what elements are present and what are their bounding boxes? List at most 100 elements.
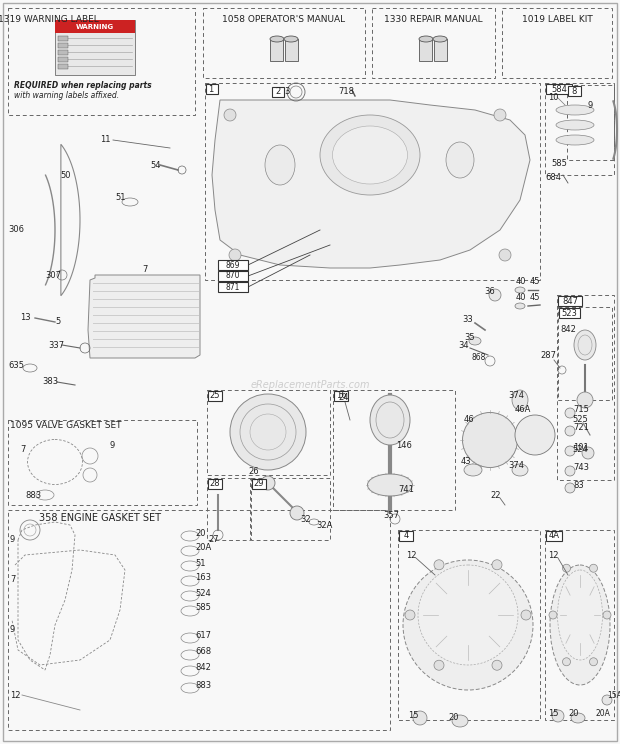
Bar (58, 50, 68, 55)
Text: 357: 357 (383, 512, 399, 521)
Polygon shape (212, 100, 530, 268)
Bar (545, 83, 614, 175)
Ellipse shape (515, 415, 555, 455)
Circle shape (565, 426, 575, 436)
Circle shape (562, 564, 570, 572)
Text: 842: 842 (195, 664, 211, 673)
Circle shape (565, 408, 575, 418)
Text: 847: 847 (562, 297, 578, 306)
Text: 36: 36 (484, 287, 495, 297)
Circle shape (229, 249, 241, 261)
Text: 668: 668 (195, 647, 211, 656)
Text: 715: 715 (573, 405, 589, 414)
Text: 45: 45 (530, 278, 541, 286)
Circle shape (603, 611, 611, 619)
Ellipse shape (284, 36, 298, 42)
Ellipse shape (463, 412, 518, 467)
Ellipse shape (265, 145, 295, 185)
Text: 46A: 46A (515, 405, 531, 414)
Bar (208, 391, 222, 401)
Bar (251, 478, 330, 540)
Text: 35: 35 (464, 333, 475, 342)
Text: 871: 871 (226, 283, 240, 292)
Circle shape (434, 559, 444, 570)
Ellipse shape (452, 715, 468, 727)
Text: 287: 287 (540, 350, 556, 359)
Bar (558, 307, 612, 400)
Ellipse shape (550, 565, 610, 685)
Bar (398, 530, 540, 720)
Ellipse shape (320, 115, 420, 195)
Text: 9: 9 (110, 440, 115, 449)
Ellipse shape (556, 120, 594, 130)
Text: 4: 4 (404, 531, 409, 540)
Ellipse shape (515, 287, 525, 293)
Bar (568, 86, 581, 96)
Bar (434, 39, 447, 61)
Text: 16: 16 (335, 391, 347, 400)
Text: 525: 525 (572, 415, 588, 425)
Text: 3: 3 (284, 88, 290, 97)
Ellipse shape (464, 464, 482, 476)
Text: 617: 617 (195, 630, 211, 640)
Circle shape (434, 660, 444, 670)
Text: 1: 1 (208, 85, 214, 94)
Text: 20: 20 (568, 708, 578, 717)
Bar (399, 531, 413, 541)
Circle shape (590, 564, 598, 572)
Text: 869: 869 (226, 260, 241, 269)
Text: 7: 7 (20, 446, 25, 455)
Bar (557, 295, 614, 480)
Bar (58, 36, 68, 41)
Circle shape (565, 446, 575, 456)
Text: 25: 25 (210, 391, 220, 400)
Ellipse shape (469, 337, 481, 345)
Bar (55, 20, 135, 75)
Ellipse shape (418, 565, 518, 665)
Bar (567, 85, 614, 160)
Text: 43: 43 (461, 458, 472, 466)
Circle shape (562, 658, 570, 666)
Ellipse shape (574, 330, 596, 360)
Text: 15A: 15A (607, 691, 620, 701)
Bar (252, 479, 266, 489)
Ellipse shape (419, 36, 433, 42)
Text: 33: 33 (462, 315, 472, 324)
Bar (502, 8, 612, 78)
Text: 1319 WARNING LABEL: 1319 WARNING LABEL (0, 15, 99, 24)
Bar (218, 282, 248, 292)
Ellipse shape (370, 395, 410, 445)
Bar (559, 308, 580, 318)
Text: 584: 584 (551, 85, 567, 94)
Text: 635: 635 (8, 361, 24, 370)
Text: 26: 26 (248, 467, 259, 476)
Text: 40: 40 (516, 278, 526, 286)
Text: 83: 83 (573, 481, 584, 490)
Ellipse shape (557, 570, 603, 660)
Bar (545, 530, 614, 720)
Ellipse shape (403, 560, 533, 690)
Text: 1095 VALVE GASKET SET: 1095 VALVE GASKET SET (10, 420, 122, 429)
Text: 15: 15 (408, 711, 419, 719)
Polygon shape (88, 275, 200, 358)
Circle shape (494, 109, 506, 121)
Bar (218, 271, 248, 281)
Text: 743: 743 (573, 464, 589, 472)
Bar (8, 420, 197, 505)
Text: 741: 741 (398, 486, 414, 495)
Circle shape (590, 658, 598, 666)
Text: 883: 883 (195, 681, 211, 690)
Text: 718: 718 (338, 88, 354, 97)
Text: 7: 7 (142, 266, 148, 275)
Text: 163: 163 (195, 574, 211, 583)
Bar (546, 84, 572, 94)
Text: 883: 883 (25, 490, 41, 499)
Text: 40: 40 (516, 293, 526, 303)
Text: 684: 684 (545, 173, 561, 182)
Text: 2: 2 (275, 88, 281, 97)
Bar (218, 260, 248, 270)
Text: 29: 29 (254, 479, 264, 489)
Text: 870: 870 (226, 272, 241, 280)
Text: 28: 28 (210, 479, 220, 489)
Ellipse shape (433, 36, 447, 42)
